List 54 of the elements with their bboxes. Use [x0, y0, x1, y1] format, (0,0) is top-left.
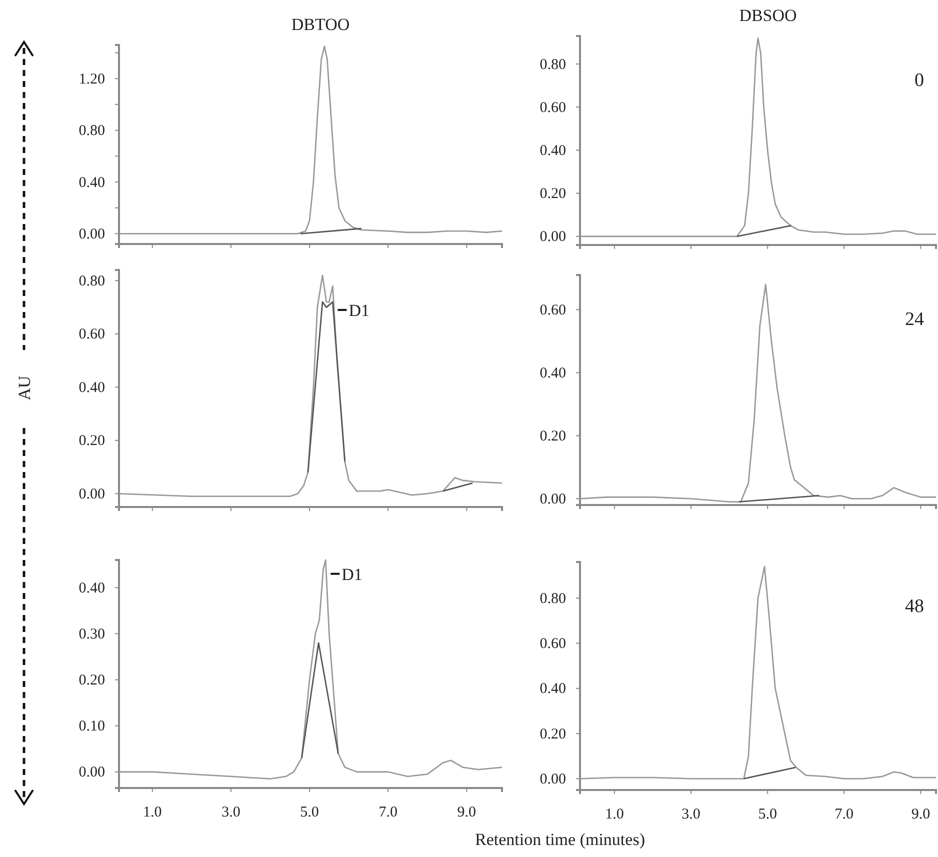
y-tick-label: 0.00 [540, 229, 566, 246]
annotation: D1 [348, 300, 370, 320]
annotation: 24 [905, 309, 924, 330]
y-tick-label: 0.00 [78, 226, 105, 242]
line-series [307, 301, 346, 474]
y-tick-label: 0.10 [78, 718, 105, 735]
y-tick-label: 0.60 [540, 302, 566, 318]
x-tick-label: 9.0 [911, 806, 930, 823]
y-tick-label: 0.30 [78, 626, 105, 642]
y-tick-label: 0.20 [78, 672, 105, 689]
x-tick-label: 5.0 [758, 806, 777, 823]
y-tick-label: 0.00 [78, 764, 105, 781]
y-tick-label: 0.20 [540, 428, 566, 444]
y-axis-title: AU [15, 376, 34, 400]
chart-title: DBSOO [739, 6, 797, 25]
annotation: D1 [342, 564, 362, 584]
y-tick-label: 0.40 [78, 580, 105, 596]
y-tick-label: 0.60 [540, 100, 566, 116]
y-tick-label: 0.00 [78, 486, 105, 502]
chart-title: DBTOO [291, 15, 350, 34]
y-tick-label: 0.60 [540, 636, 566, 652]
line-series [579, 284, 937, 503]
line-series [579, 37, 937, 238]
y-tick-label: 0.80 [78, 123, 105, 140]
line-series [579, 566, 937, 780]
line-series [118, 274, 503, 498]
y-tick-label: 0.80 [540, 56, 566, 73]
y-tick-label: 0.40 [78, 174, 105, 191]
x-tick-label: 3.0 [682, 806, 700, 823]
y-tick-label: 0.40 [540, 142, 566, 159]
y-tick-label: 0.20 [78, 433, 105, 450]
y-tick-label: 0.00 [540, 492, 566, 508]
y-tick-label: 0.60 [78, 326, 105, 343]
y-tick-label: 0.00 [540, 772, 566, 788]
line-series [118, 46, 503, 234]
y-tick-label: 0.80 [78, 273, 105, 290]
y-tick-label: 0.40 [540, 365, 566, 382]
y-tick-label: 0.80 [540, 590, 566, 607]
x-tick-label: 9.0 [457, 804, 476, 821]
y-tick-label: 1.20 [78, 71, 105, 88]
y-tick-label: 0.40 [540, 681, 566, 698]
x-tick-label: 3.0 [222, 804, 240, 821]
x-tick-label: 7.0 [834, 806, 854, 823]
x-axis-title: Retention time (minutes) [475, 830, 645, 849]
annotation: 0 [914, 70, 924, 91]
y-tick-label: 0.40 [78, 380, 105, 396]
annotation: 48 [905, 596, 924, 617]
y-tick-label: 0.20 [540, 726, 566, 742]
x-tick-label: 5.0 [300, 804, 319, 821]
x-tick-label: 1.0 [143, 804, 162, 821]
y-tick-label: 0.20 [540, 186, 566, 202]
x-tick-label: 7.0 [378, 804, 398, 821]
line-series [118, 559, 503, 780]
x-tick-label: 1.0 [605, 806, 624, 823]
